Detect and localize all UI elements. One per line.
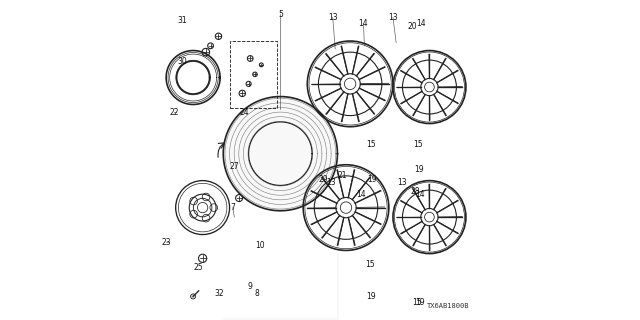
Text: 23: 23 [161,238,171,247]
Text: 14: 14 [356,190,366,199]
Text: 25: 25 [193,263,203,272]
Text: 14: 14 [358,19,368,28]
Text: 31: 31 [177,16,187,25]
Text: 14: 14 [415,190,425,199]
Text: 20: 20 [407,22,417,31]
Text: 13: 13 [388,13,398,22]
Text: 29: 29 [318,174,328,184]
Text: 15: 15 [367,140,376,148]
Text: 13: 13 [328,13,337,22]
Text: 15: 15 [365,260,375,269]
Text: 13: 13 [326,178,336,187]
Text: 5: 5 [278,10,283,19]
Text: 19: 19 [366,292,376,301]
Text: 7: 7 [230,203,236,212]
Text: 30: 30 [177,57,187,66]
Text: TX6AB1800B: TX6AB1800B [427,303,469,309]
Text: 13: 13 [397,178,407,187]
Text: 15: 15 [412,298,422,307]
Text: 19: 19 [415,298,425,307]
Text: 22: 22 [170,108,179,117]
Text: 8: 8 [254,289,259,298]
Text: 24: 24 [240,108,250,117]
Text: 19: 19 [414,165,424,174]
Text: 10: 10 [255,241,264,250]
Text: 27: 27 [230,162,239,171]
Text: 14: 14 [417,19,426,28]
Text: 15: 15 [413,140,423,148]
Text: 32: 32 [214,289,224,298]
Text: 19: 19 [367,174,377,184]
Text: 21: 21 [337,172,347,180]
Text: 28: 28 [410,187,420,196]
Circle shape [191,294,196,299]
Text: 9: 9 [247,282,252,292]
